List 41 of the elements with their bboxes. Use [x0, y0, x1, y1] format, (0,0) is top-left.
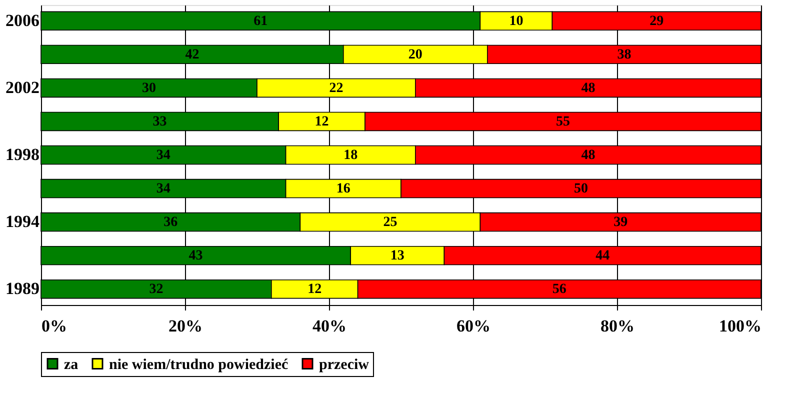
data-label: 25 [383, 215, 398, 230]
x-tick-label: 0% [42, 316, 67, 336]
data-label: 61 [254, 14, 268, 29]
data-label: 30 [142, 80, 156, 96]
data-label: 34 [156, 148, 170, 163]
x-tick-label: 60% [456, 316, 490, 336]
x-tick-label: 100% [719, 316, 762, 336]
data-label: 50 [574, 182, 588, 197]
data-label: 32 [149, 282, 164, 298]
data-label: 48 [581, 148, 596, 163]
data-label: 42 [185, 47, 200, 62]
data-label: 44 [596, 248, 610, 264]
data-label: 18 [344, 148, 358, 163]
data-label: 48 [581, 80, 596, 96]
data-label: 10 [509, 14, 524, 29]
y-tick-label: 1998 [6, 145, 40, 164]
x-tick-label: 80% [600, 316, 634, 336]
legend-label: nie wiem/trudno powiedzieć [109, 356, 288, 373]
data-label: 38 [617, 47, 632, 62]
y-tick-label: 2006 [6, 10, 40, 30]
data-label: 12 [308, 282, 322, 298]
data-label: 29 [650, 14, 664, 29]
y-tick-label: 2002 [6, 78, 40, 97]
data-label: 22 [329, 80, 344, 96]
data-label: 39 [614, 215, 628, 230]
data-label: 55 [556, 114, 570, 130]
data-label: 20 [408, 47, 422, 62]
data-label: 13 [390, 248, 404, 264]
y-tick-label: 1994 [6, 212, 40, 232]
legend-label: za [64, 356, 79, 373]
data-label: 56 [552, 282, 566, 298]
x-tick-label: 20% [168, 316, 202, 336]
data-label: 12 [314, 114, 329, 130]
data-label: 33 [152, 114, 167, 130]
legend-label: przeciw [319, 356, 370, 373]
data-label: 16 [336, 182, 350, 197]
data-label: 34 [156, 182, 170, 197]
data-label: 43 [188, 248, 203, 264]
data-label: 36 [164, 215, 178, 230]
y-tick-label: 1989 [6, 279, 40, 298]
x-tick-label: 40% [312, 316, 346, 336]
